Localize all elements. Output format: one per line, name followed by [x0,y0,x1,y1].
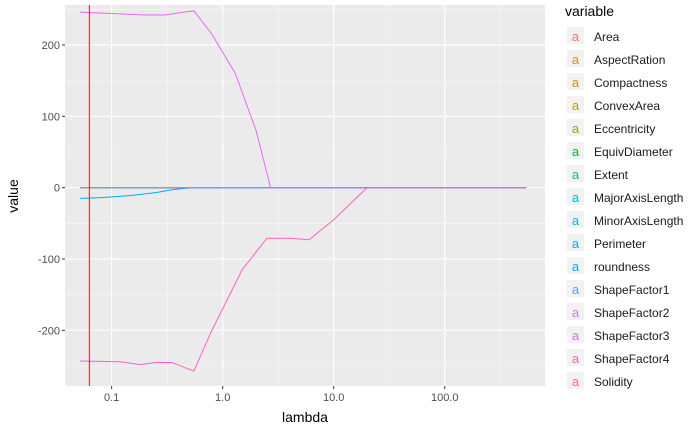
legend-label-shapefactor4: ShapeFactor4 [594,352,670,366]
legend-key-perimeter: a [572,236,580,251]
series-line-shapefactor3 [80,10,527,189]
legend-key-solidity: a [572,374,580,389]
legend-key-aspectration: a [572,52,580,67]
x-tick-label: 0.1 [104,392,119,404]
x-axis: 0.1 1.0 10.0 100.0 [104,386,458,404]
y-axis: 200 100 0 -100 -200 [38,40,65,337]
legend-key-box-shapefactor4 [567,349,584,366]
legend-label-solidity: Solidity [594,375,633,389]
x-tick-label: 10.0 [323,392,344,404]
legend-key-box-shapefactor2 [567,303,584,320]
legend-key-shapefactor3: a [572,328,580,343]
y-axis-title: value [5,179,21,213]
legend-key-shapefactor2: a [572,305,580,320]
legend-label-shapefactor1: ShapeFactor1 [594,283,670,297]
x-tick-label: 100.0 [431,392,459,404]
y-tick-label: 0 [54,183,60,195]
legend-key-area: a [572,29,580,44]
legend-label-equivdiameter: EquivDiameter [594,145,673,159]
y-tick-label: -200 [38,325,60,337]
legend-label-compactness: Compactness [594,76,667,90]
legend-key-box-majoraxislength [567,188,584,205]
legend-key-convexarea: a [572,98,580,113]
x-tick-label: 1.0 [215,392,230,404]
legend-key-box-solidity [567,372,584,389]
legend-label-majoraxislength: MajorAxisLength [594,191,683,205]
legend-label-roundness: roundness [594,260,650,274]
y-tick-label: 100 [42,111,60,123]
legend-label-convexarea: ConvexArea [594,99,660,113]
series-line-shapefactor4 [80,187,527,372]
legend-key-box-shapefactor3 [567,326,584,343]
legend-key-extent: a [572,167,580,182]
legend-key-box-eccentricity [567,119,584,136]
legend-key-shapefactor4: a [572,351,580,366]
legend-title: variable [565,3,614,19]
legend-key-box-minoraxislength [567,211,584,228]
legend-label-area: Area [594,30,620,44]
legend-key-box-convexarea [567,96,584,113]
legend-label-minoraxislength: MinorAxisLength [594,214,683,228]
legend-key-box-compactness [567,73,584,90]
legend-key-roundness: a [572,259,580,274]
legend-label-extent: Extent [594,168,629,182]
series-layer [80,10,527,372]
panel-background [65,5,545,386]
legend-key-box-aspectration [567,50,584,67]
legend-key-box-equivdiameter [567,142,584,159]
legend-key-box-shapefactor1 [567,280,584,297]
legend-key-shapefactor1: a [572,282,580,297]
legend-key-compactness: a [572,75,580,90]
legend-label-perimeter: Perimeter [594,237,646,251]
legend-label-eccentricity: Eccentricity [594,122,655,136]
legend-key-minoraxislength: a [572,213,580,228]
grid-minor [65,5,545,386]
legend-key-box-area [567,27,584,44]
legend-key-eccentricity: a [572,121,580,136]
x-axis-title: lambda [282,409,328,425]
legend-key-equivdiameter: a [572,144,580,159]
legend-label-shapefactor3: ShapeFactor3 [594,329,670,343]
legend-key-box-roundness [567,257,584,274]
legend-key-box-perimeter [567,234,584,251]
legend-label-shapefactor2: ShapeFactor2 [594,306,670,320]
legend-key-box-extent [567,165,584,182]
legend-label-aspectration: AspectRation [594,53,665,67]
legend-key-majoraxislength: a [572,190,580,205]
y-tick-label: 200 [42,40,60,52]
y-tick-label: -100 [38,254,60,266]
